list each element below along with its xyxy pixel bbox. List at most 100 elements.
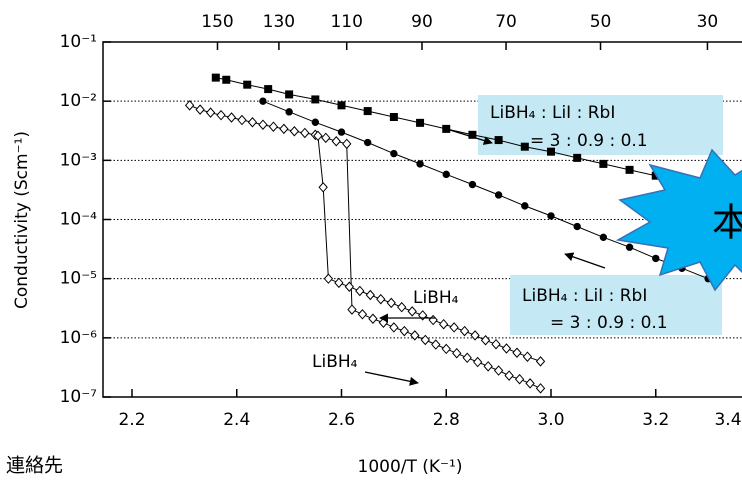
point xyxy=(483,361,493,372)
point xyxy=(452,347,462,359)
point xyxy=(547,147,555,156)
point xyxy=(243,80,252,89)
point xyxy=(599,159,608,168)
point xyxy=(470,330,480,341)
point xyxy=(504,370,514,381)
point xyxy=(376,293,386,305)
point xyxy=(285,90,294,99)
point xyxy=(442,124,451,133)
series-line xyxy=(262,100,709,280)
point xyxy=(520,142,529,151)
point xyxy=(259,97,267,105)
x-tick-label: 2.2 xyxy=(118,410,145,430)
point xyxy=(431,339,441,350)
x2-tick-label: 150 xyxy=(201,12,233,32)
point xyxy=(357,309,368,320)
x2-tick-label: 110 xyxy=(330,12,362,32)
point xyxy=(416,118,425,127)
point xyxy=(438,318,449,330)
x-tick-label: 2.8 xyxy=(433,410,460,430)
y-tick-label: 10⁻³ xyxy=(60,150,97,170)
annotation: LiBH₄ xyxy=(413,288,459,308)
annotation: LiBH₄ : LiI : RbI xyxy=(490,103,615,123)
annotation: = 3 : 0.9 : 0.1 xyxy=(550,313,668,333)
point xyxy=(525,378,535,389)
point xyxy=(573,153,582,162)
x-tick-label: 3.2 xyxy=(642,410,669,430)
point xyxy=(311,95,320,104)
point xyxy=(652,254,660,263)
point xyxy=(514,373,525,385)
arrow xyxy=(564,252,606,269)
point xyxy=(355,285,365,297)
point xyxy=(211,73,220,82)
point xyxy=(420,334,430,346)
point xyxy=(300,127,310,139)
footer: 連絡先 xyxy=(6,455,63,477)
point xyxy=(389,322,399,333)
x2-tick-label: 50 xyxy=(590,12,612,32)
point xyxy=(184,100,195,111)
point xyxy=(363,107,372,116)
point xyxy=(386,297,396,309)
point xyxy=(334,277,344,289)
point xyxy=(441,343,451,355)
y-tick-label: 10⁻² xyxy=(60,91,97,111)
point xyxy=(410,330,420,341)
point xyxy=(407,306,417,317)
x-axis-label: 1000/T (K⁻¹) xyxy=(358,457,463,477)
point xyxy=(365,289,375,301)
y-tick-label: 10⁻⁷ xyxy=(60,387,98,407)
point xyxy=(442,170,450,179)
point xyxy=(226,112,237,123)
point xyxy=(397,301,407,313)
point xyxy=(399,325,410,337)
point xyxy=(344,281,355,293)
point xyxy=(416,160,424,168)
point xyxy=(347,304,357,315)
point xyxy=(522,351,533,362)
point xyxy=(449,322,459,333)
point xyxy=(342,138,352,150)
point xyxy=(289,126,300,137)
point xyxy=(494,191,503,199)
arrow xyxy=(364,371,419,386)
y-axis-label: Conductivity (Scm⁻¹) xyxy=(12,131,32,309)
point xyxy=(535,356,546,367)
annotation: LiBH₄ xyxy=(312,352,358,372)
point xyxy=(491,338,501,350)
point xyxy=(237,114,247,126)
annotation: LiBH₄ : LiI : RbI xyxy=(522,286,647,306)
point xyxy=(323,273,334,284)
annotation: = 3 : 0.9 : 0.1 xyxy=(530,131,648,151)
x2-tick-label: 90 xyxy=(411,12,433,32)
y-tick-label: 10⁻⁶ xyxy=(60,328,98,348)
point xyxy=(480,335,491,346)
point xyxy=(205,107,216,118)
point xyxy=(599,233,608,242)
point xyxy=(501,343,512,354)
point xyxy=(216,109,226,121)
point xyxy=(512,347,522,358)
point xyxy=(247,117,258,128)
point xyxy=(313,130,323,142)
point xyxy=(535,383,546,394)
point xyxy=(368,313,378,325)
point xyxy=(468,180,477,189)
x-tick-label: 3.0 xyxy=(537,410,564,430)
point xyxy=(573,222,581,231)
point xyxy=(337,128,346,136)
x2-tick-label: 30 xyxy=(697,12,719,32)
point xyxy=(337,101,346,110)
arrow xyxy=(449,129,493,145)
point xyxy=(258,119,268,130)
y-tick-label: 10⁻⁴ xyxy=(60,210,98,230)
point xyxy=(389,113,398,122)
point xyxy=(279,123,289,135)
point xyxy=(473,356,483,368)
point xyxy=(547,212,555,220)
point xyxy=(311,118,320,126)
point xyxy=(331,136,341,147)
point xyxy=(625,243,634,251)
point xyxy=(494,136,503,145)
